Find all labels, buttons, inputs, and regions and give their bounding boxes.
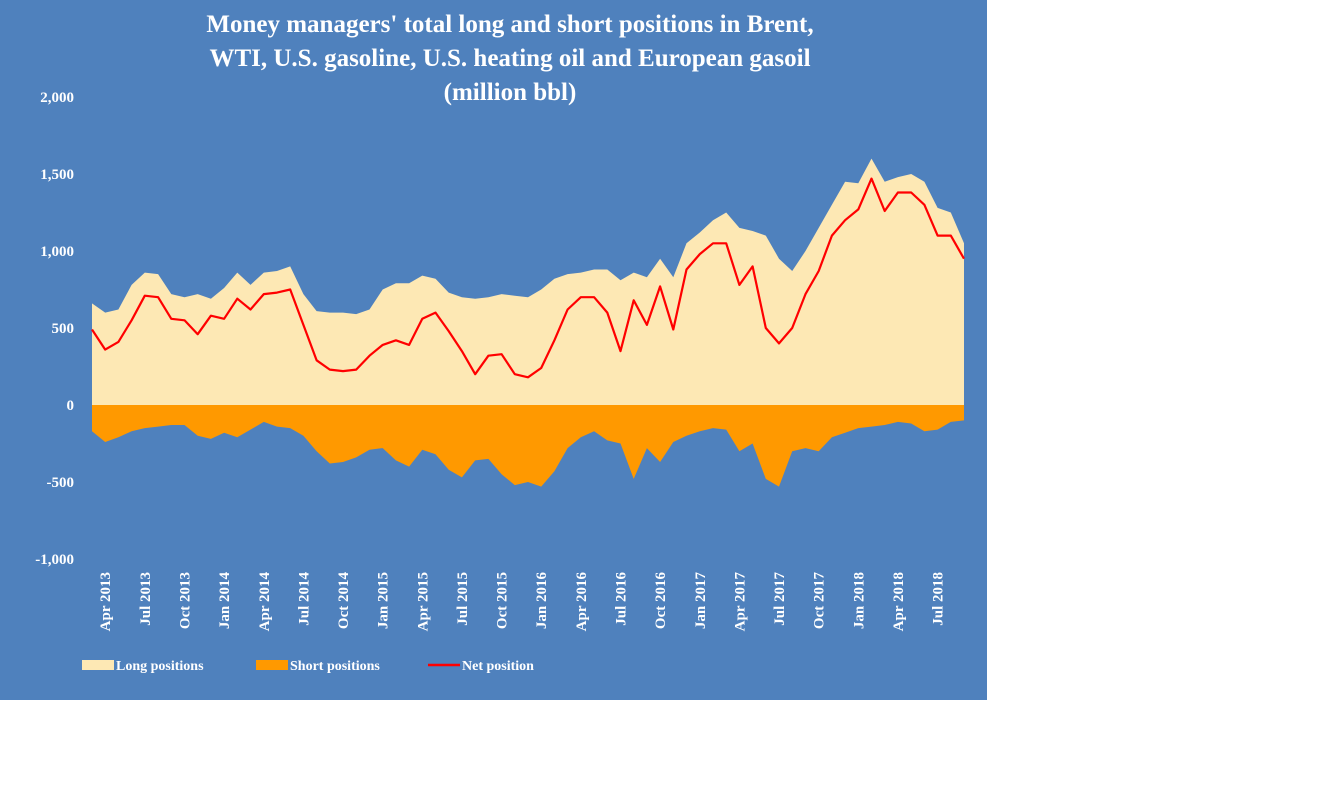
legend-swatch-long: [82, 660, 114, 670]
x-tick-label: Apr 2015: [415, 572, 431, 631]
y-tick-label: 1,500: [40, 167, 74, 183]
y-tick-label: -500: [47, 475, 75, 491]
legend-label-net: Net position: [462, 659, 534, 674]
x-tick-label: Oct 2014: [336, 572, 352, 630]
short-positions-area: [92, 405, 964, 487]
x-tick-label: Apr 2017: [732, 572, 748, 632]
x-tick-label: Jul 2018: [931, 572, 947, 626]
plot-areas: [91, 158, 965, 487]
x-tick-label: Jul 2013: [138, 572, 154, 626]
x-axis: Apr 2013 Jul 2013 Oct 2013 Jan 2014 Apr 2014…: [98, 572, 946, 632]
y-axis: 2,000 1,500 1,000 500 0 -500 -1,000: [35, 90, 74, 568]
chart-title-line-2: WTI, U.S. gasoline, U.S. heating oil and…: [209, 45, 810, 72]
y-tick-label: 0: [67, 398, 75, 414]
x-tick-label: Apr 2018: [891, 572, 907, 631]
legend-label-long: Long positions: [116, 659, 204, 674]
x-tick-label: Jul 2015: [455, 572, 471, 626]
long-positions-area: [92, 158, 964, 405]
legend-label-short: Short positions: [290, 659, 380, 674]
x-tick-label: Jul 2014: [296, 572, 312, 626]
x-tick-label: Jul 2017: [772, 572, 788, 626]
legend: Long positions Short positions Net positio…: [82, 659, 534, 674]
x-tick-label: Oct 2013: [178, 572, 194, 629]
y-tick-label: 2,000: [40, 90, 74, 106]
chart-title-line-1: Money managers' total long and short pos…: [206, 11, 813, 38]
x-tick-label: Jan 2016: [534, 572, 550, 630]
x-tick-label: Apr 2016: [574, 572, 590, 632]
net-position-line: [91, 177, 965, 379]
chart-title-line-3: (million bbl): [444, 79, 577, 106]
x-tick-label: Apr 2014: [257, 572, 273, 632]
chart-panel: Money managers' total long and short pos…: [0, 0, 987, 700]
x-tick-label: Jan 2017: [693, 572, 709, 630]
legend-swatch-short: [256, 660, 288, 670]
x-tick-label: Jan 2015: [376, 572, 392, 629]
x-tick-label: Jan 2014: [217, 572, 233, 630]
chart-svg: Money managers' total long and short pos…: [35, 11, 965, 674]
y-tick-label: -1,000: [35, 552, 74, 568]
x-tick-label: Jul 2016: [614, 572, 630, 626]
x-tick-label: Apr 2013: [98, 572, 114, 631]
x-tick-label: Oct 2016: [653, 572, 669, 630]
x-tick-label: Oct 2015: [495, 572, 511, 629]
y-tick-label: 1,000: [40, 244, 74, 260]
y-tick-label: 500: [52, 321, 75, 337]
chart-title: Money managers' total long and short pos…: [206, 11, 813, 106]
x-tick-label: Oct 2017: [812, 572, 828, 630]
x-tick-label: Jan 2018: [851, 572, 867, 629]
